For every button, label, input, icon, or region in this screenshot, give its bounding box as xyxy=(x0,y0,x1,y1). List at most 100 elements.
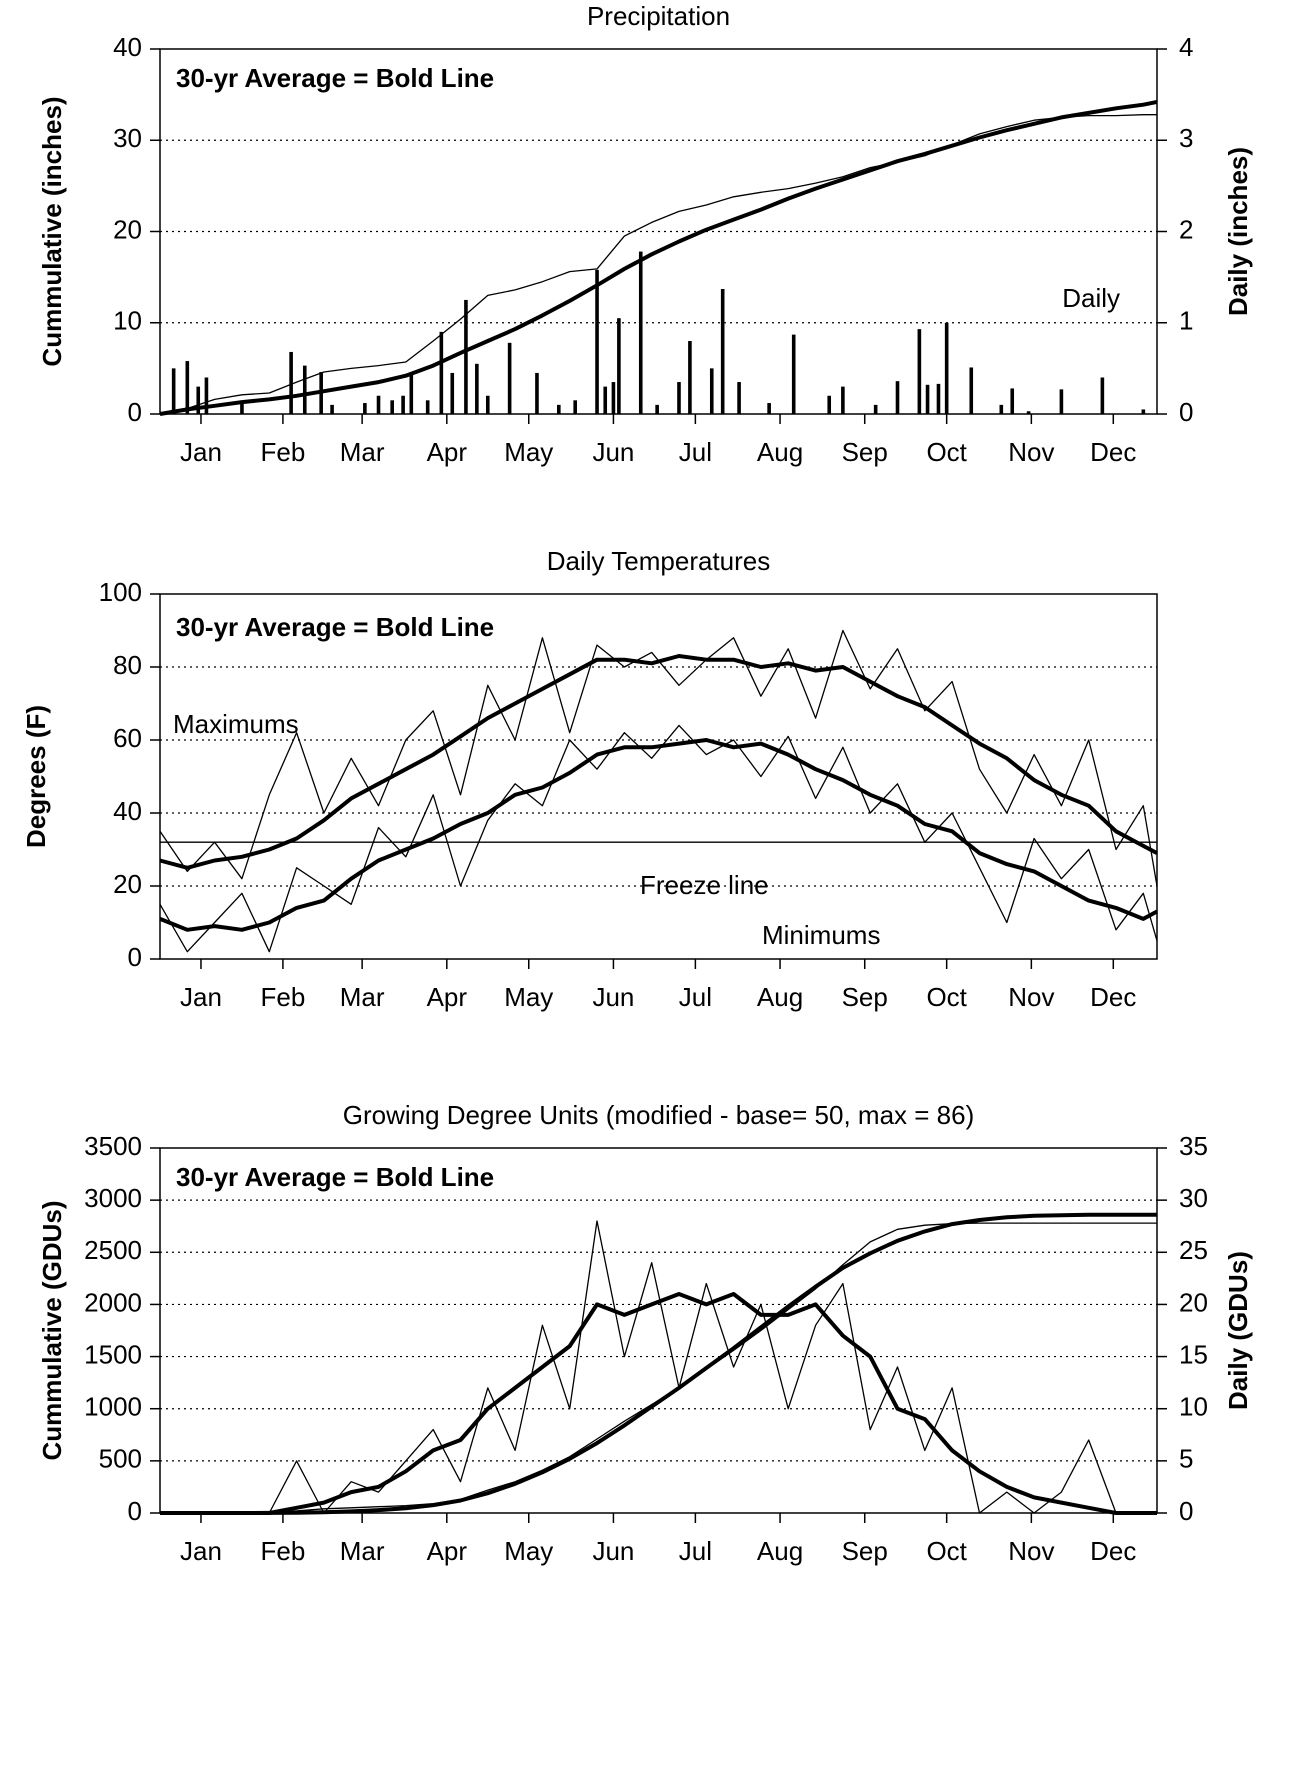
y2-tick-label: 15 xyxy=(1179,1339,1208,1369)
x-tick-label: Jan xyxy=(180,1536,222,1566)
x-tick-label: Sep xyxy=(842,982,888,1012)
y-tick-label: 3500 xyxy=(84,1131,142,1161)
series-line xyxy=(159,738,1158,932)
daily-bar xyxy=(969,367,974,414)
daily-bar xyxy=(767,403,771,414)
y2-tick-label: 10 xyxy=(1179,1392,1208,1422)
y-tick-label: 40 xyxy=(113,796,142,826)
y-axis-label: Cummulative (inches) xyxy=(37,96,67,366)
daily-bar xyxy=(240,403,244,414)
series-line xyxy=(160,1220,1157,1514)
daily-bar xyxy=(185,361,190,414)
x-tick-label: Mar xyxy=(340,1536,385,1566)
daily-bar xyxy=(873,404,878,414)
y-tick-label: 30 xyxy=(113,123,142,153)
x-tick-label: Jul xyxy=(679,1536,712,1566)
x-tick-label: Apr xyxy=(427,982,468,1012)
daily-bar xyxy=(791,334,796,414)
y-tick-label: 2500 xyxy=(84,1235,142,1265)
x-tick-label: May xyxy=(504,1536,553,1566)
daily-bar xyxy=(409,372,414,414)
daily-bar xyxy=(330,404,334,414)
x-tick-label: Jul xyxy=(679,982,712,1012)
daily-bar xyxy=(363,403,367,414)
series-line xyxy=(160,1212,1157,1515)
daily-bar xyxy=(737,382,741,414)
daily-bar xyxy=(709,368,714,414)
x-tick-label: Oct xyxy=(926,437,967,467)
daily-bar xyxy=(655,404,659,414)
x-tick-label: Jul xyxy=(679,437,712,467)
y2-axis-label: Daily (inches) xyxy=(1223,147,1253,316)
daily-bar xyxy=(1100,377,1105,414)
daily-bar xyxy=(917,329,922,414)
x-tick-label: Dec xyxy=(1090,437,1136,467)
x-tick-label: Jun xyxy=(592,982,634,1012)
x-tick-label: Apr xyxy=(427,1536,468,1566)
x-tick-label: Nov xyxy=(1008,982,1054,1012)
y-tick-label: 0 xyxy=(128,942,142,972)
series-line xyxy=(159,114,1157,415)
annotation: 30-yr Average = Bold Line xyxy=(176,612,494,642)
x-tick-label: Apr xyxy=(427,437,468,467)
x-tick-label: Nov xyxy=(1008,1536,1054,1566)
daily-bar xyxy=(401,395,405,414)
y2-tick-label: 5 xyxy=(1179,1444,1193,1474)
x-tick-label: Aug xyxy=(757,982,803,1012)
series-line xyxy=(160,1222,1157,1514)
y-tick-label: 10 xyxy=(113,306,142,336)
series-line xyxy=(159,629,1158,887)
daily-bar xyxy=(507,342,512,414)
daily-bar xyxy=(475,363,479,414)
x-tick-label: Feb xyxy=(261,1536,306,1566)
x-tick-label: Jan xyxy=(180,437,222,467)
daily-bar xyxy=(485,395,490,414)
y-tick-label: 20 xyxy=(113,869,142,899)
daily-bar xyxy=(925,384,930,414)
x-tick-label: Jun xyxy=(592,1536,634,1566)
daily-bar xyxy=(827,395,832,414)
y-tick-label: 1500 xyxy=(84,1339,142,1369)
daily-bar xyxy=(841,386,845,414)
daily-bar xyxy=(999,404,1004,414)
daily-bar xyxy=(376,395,381,414)
daily-bar xyxy=(302,365,307,414)
y-tick-label: 100 xyxy=(99,577,142,607)
series-line xyxy=(160,1292,1157,1515)
x-tick-label: May xyxy=(504,437,553,467)
daily-bar xyxy=(936,383,941,414)
x-tick-label: Feb xyxy=(261,437,306,467)
x-tick-label: Dec xyxy=(1090,982,1136,1012)
x-tick-label: Nov xyxy=(1008,437,1054,467)
y2-tick-label: 0 xyxy=(1179,1496,1193,1526)
y-tick-label: 1000 xyxy=(84,1392,142,1422)
daily-bar xyxy=(944,322,949,414)
daily-bar xyxy=(464,299,468,414)
daily-bar xyxy=(390,400,394,414)
y-tick-label: 80 xyxy=(113,650,142,680)
daily-bar xyxy=(611,382,616,414)
annotation: 30-yr Average = Bold Line xyxy=(176,63,494,93)
y2-tick-label: 2 xyxy=(1179,214,1193,244)
x-tick-label: May xyxy=(504,982,553,1012)
y2-tick-label: 3 xyxy=(1179,123,1193,153)
series-line xyxy=(159,99,1158,416)
series-line xyxy=(159,724,1158,953)
x-tick-label: Oct xyxy=(926,982,967,1012)
x-tick-label: Mar xyxy=(340,982,385,1012)
daily-bar xyxy=(573,400,577,414)
daily-bar xyxy=(450,372,455,414)
y2-tick-label: 25 xyxy=(1179,1235,1208,1265)
annotation: Daily xyxy=(1062,283,1120,313)
series-line xyxy=(159,654,1158,870)
daily-bar xyxy=(1026,411,1031,414)
y2-tick-label: 1 xyxy=(1179,306,1193,336)
y-tick-label: 2000 xyxy=(84,1287,142,1317)
x-tick-label: Sep xyxy=(842,1536,888,1566)
y-tick-label: 3000 xyxy=(84,1183,142,1213)
y-axis-label: Cummulative (GDUs) xyxy=(37,1200,67,1460)
daily-bar xyxy=(439,331,444,414)
daily-bar xyxy=(720,288,725,414)
daily-bar xyxy=(1010,388,1015,414)
y2-tick-label: 30 xyxy=(1179,1183,1208,1213)
